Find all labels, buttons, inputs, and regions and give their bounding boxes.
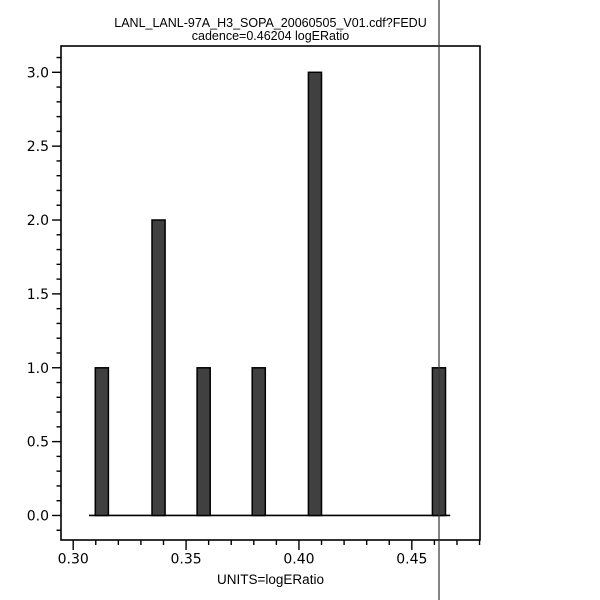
y-tick-label: 0.5	[27, 435, 49, 451]
histogram-bar	[94, 367, 110, 517]
y-tick-label: 1.5	[27, 287, 49, 303]
x-axis-title: UNITS=logERatio	[217, 572, 324, 587]
x-tick-label: 0.45	[396, 552, 427, 568]
y-tick-label: 2.0	[27, 213, 49, 229]
plot-frame	[60, 45, 481, 541]
histogram-bar	[251, 367, 267, 517]
y-tick-label: 0.0	[27, 508, 49, 524]
x-tick-label: 0.35	[170, 552, 201, 568]
y-tick-label: 3.0	[27, 65, 49, 81]
x-tick-label: 0.30	[58, 552, 89, 568]
y-tick-label: 2.5	[27, 139, 49, 155]
y-tick-label: 1.0	[27, 361, 49, 377]
chart-subtitle: cadence=0.46204 logERatio	[191, 28, 350, 43]
histogram-bar	[307, 71, 323, 517]
histogram-bar	[151, 219, 166, 517]
chart-title: LANL_LANL-97A_H3_SOPA_20060505_V01.cdf?F…	[114, 16, 427, 30]
chart-title-block: LANL_LANL-97A_H3_SOPA_20060505_V01.cdf?F…	[61, 17, 480, 42]
x-tick-label: 0.40	[283, 552, 314, 568]
histogram-bar	[196, 367, 211, 517]
